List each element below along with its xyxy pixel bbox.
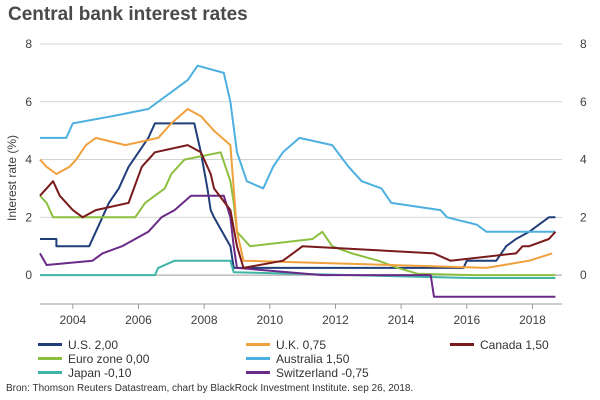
legend-value: 1,50: [525, 338, 549, 352]
legend-item: Japan -0,10: [38, 366, 131, 380]
y-axis-label: Interest rate (%): [5, 135, 19, 221]
legend: U.S. 2,00 Euro zone 0,00 Japan -0,10 U.K. 0…: [38, 338, 598, 380]
y-tick-label-left: 6: [25, 95, 32, 109]
y-tick-label-right: 4: [580, 153, 587, 167]
legend-value: 2,00: [94, 338, 119, 352]
legend-label: Euro zone: [68, 352, 127, 366]
x-tick-label: 2014: [388, 313, 415, 327]
series-line-canada: [39, 144, 557, 269]
legend-label: Canada: [480, 338, 526, 352]
series-line-u-k: [39, 108, 553, 269]
legend-value: 1,50: [326, 352, 350, 366]
x-tick-label: 2006: [125, 313, 152, 327]
x-tick-label: 2018: [519, 313, 546, 327]
source-note: Bron: Thomson Reuters Datastream, chart …: [6, 383, 414, 394]
legend-item: Euro zone 0,00: [38, 352, 149, 366]
legend-swatch: [38, 357, 62, 361]
axes: 0 0 2 2 4 4 6 6 8 8 2004 2006 2008 2010 2012 2014 2016 20…: [25, 37, 587, 327]
chart-title: Central bank interest rates: [8, 4, 248, 25]
y-tick-label-right: 8: [580, 37, 587, 51]
legend-item: U.K. 0,75: [246, 338, 326, 352]
x-tick-label: 2008: [191, 313, 218, 327]
legend-item: U.S. 2,00: [38, 338, 118, 352]
y-tick-label-left: 0: [25, 268, 32, 282]
series-lines: [39, 64, 557, 298]
series-line-switzerland: [39, 194, 556, 298]
x-tick-label: 2016: [453, 313, 480, 327]
y-tick-label-right: 6: [580, 95, 587, 109]
legend-label: U.K.: [276, 338, 303, 352]
y-tick-label-left: 8: [25, 37, 32, 51]
legend-swatch: [246, 343, 270, 347]
x-tick-label: 2012: [322, 313, 349, 327]
series-line-australia: [40, 64, 556, 233]
legend-value: 0,00: [126, 352, 150, 366]
y-tick-label-right: 2: [580, 210, 587, 224]
x-tick-label: 2004: [59, 313, 86, 327]
y-tick-label-left: 2: [25, 210, 32, 224]
legend-swatch: [38, 343, 62, 347]
legend-label: Australia: [276, 352, 327, 366]
legend-value: -0,10: [104, 366, 132, 380]
y-tick-label-left: 4: [25, 153, 32, 167]
x-tick-label: 2010: [256, 313, 283, 327]
legend-value: -0,75: [341, 366, 369, 380]
legend-item: Switzerland -0,75: [246, 366, 369, 380]
legend-value: 0,75: [302, 338, 327, 352]
legend-label: U.S.: [68, 338, 95, 352]
legend-item: Canada 1,50: [450, 338, 549, 352]
series-line-u-s: [40, 122, 556, 269]
legend-item: Australia 1,50: [246, 352, 349, 366]
legend-swatch: [246, 371, 270, 375]
legend-swatch: [246, 357, 270, 361]
y-tick-label-right: 0: [580, 268, 587, 282]
legend-swatch: [450, 343, 474, 347]
legend-swatch: [38, 371, 62, 375]
legend-label: Japan: [68, 366, 105, 380]
legend-label: Switzerland: [276, 366, 342, 380]
